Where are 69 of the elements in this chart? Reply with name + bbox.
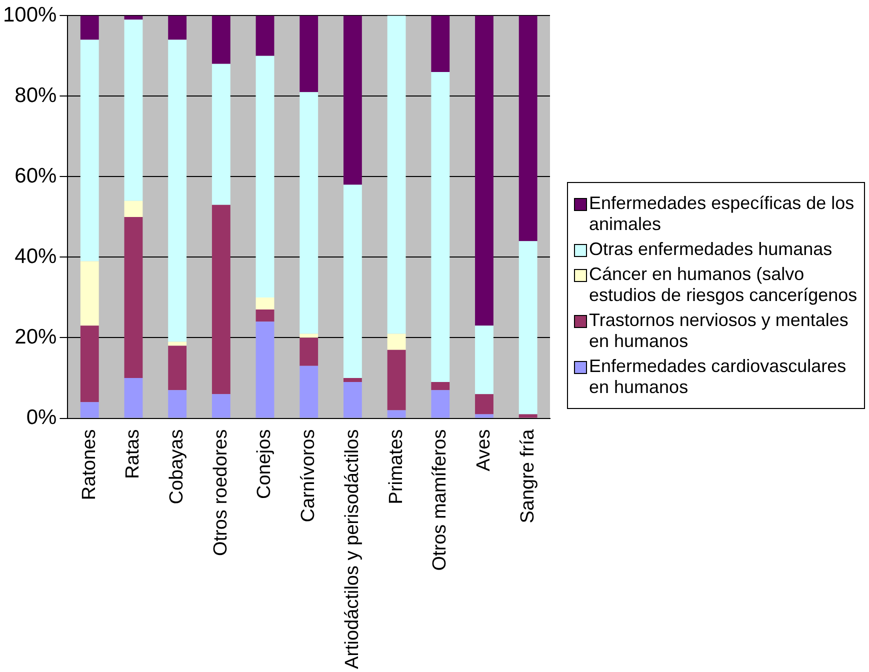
legend-label: Enfermedades específicas de los animales: [589, 193, 856, 235]
bar: [124, 200, 143, 217]
bar: [168, 40, 187, 342]
bar: [475, 394, 494, 414]
bar: [212, 204, 230, 394]
bar: [80, 40, 99, 262]
bar: [256, 56, 274, 298]
bar: [80, 326, 99, 402]
x-tick-label: Carnívoros: [298, 429, 320, 522]
y-tick-label: 20%: [14, 326, 57, 349]
y-tick-label: 0%: [26, 406, 57, 430]
y-tick-label: 60%: [14, 164, 57, 188]
bar: [124, 20, 143, 201]
bar: [387, 334, 406, 350]
bar: [387, 350, 406, 410]
bar: [168, 16, 187, 40]
legend-label: Enfermedades cardiovasculares en humanos: [589, 356, 848, 398]
bar: [80, 16, 99, 40]
x-tick-label: Aves: [473, 429, 494, 472]
bar: [256, 297, 274, 310]
x-tick-label: Cobayas: [166, 429, 188, 504]
legend-label: Trastornos nerviosos y mentales en humanos: [589, 310, 850, 352]
y-tick-label: 40%: [14, 245, 57, 268]
bar: [475, 414, 494, 418]
bar: [387, 16, 406, 334]
bar: [431, 382, 450, 390]
bar: [256, 322, 274, 418]
bar: [343, 184, 362, 378]
bar: [475, 326, 494, 394]
bar: [124, 378, 143, 418]
bar: [168, 390, 187, 418]
bar: [475, 16, 494, 326]
bar: [212, 394, 230, 418]
bar: [300, 92, 318, 334]
legend-label: Otras enfermedades humanas: [589, 239, 832, 260]
bar: [431, 390, 450, 418]
y-tick-label: 100%: [2, 3, 57, 26]
x-tick-label: Conejos: [254, 429, 276, 499]
bar: [300, 338, 318, 366]
legend-label: Cáncer en humanos (salvo estudios de riesgos cancerígenos: [589, 264, 858, 306]
x-tick-label: Primates: [386, 429, 407, 504]
x-tick-label: Sangre fría: [517, 428, 538, 524]
bar: [387, 410, 406, 418]
bar: [431, 72, 450, 382]
bar: [343, 378, 362, 382]
bar: [212, 64, 230, 205]
x-tick-label: Artiodáctilos y perisodáctilos: [342, 429, 363, 669]
bar: [124, 216, 143, 378]
bar: [343, 16, 362, 185]
bar: [80, 261, 99, 326]
bar: [343, 382, 362, 418]
bar: [518, 414, 538, 418]
bar: [256, 310, 274, 322]
bar: [168, 346, 187, 390]
bar: [518, 16, 538, 242]
bar: [518, 241, 538, 414]
y-tick-label: 80%: [14, 84, 57, 107]
x-tick-label: Otros roedores: [210, 429, 232, 556]
bar: [212, 16, 230, 64]
bar: [300, 334, 318, 338]
x-tick-label: Otros mamíferos: [430, 429, 451, 571]
bar: [300, 366, 318, 418]
x-tick-label: Ratas: [122, 429, 144, 479]
bar: [300, 16, 318, 92]
bar: [168, 342, 187, 346]
bar: [80, 402, 99, 418]
bar: [431, 16, 450, 72]
bar: [256, 16, 274, 56]
x-tick-label: Ratones: [78, 429, 100, 500]
